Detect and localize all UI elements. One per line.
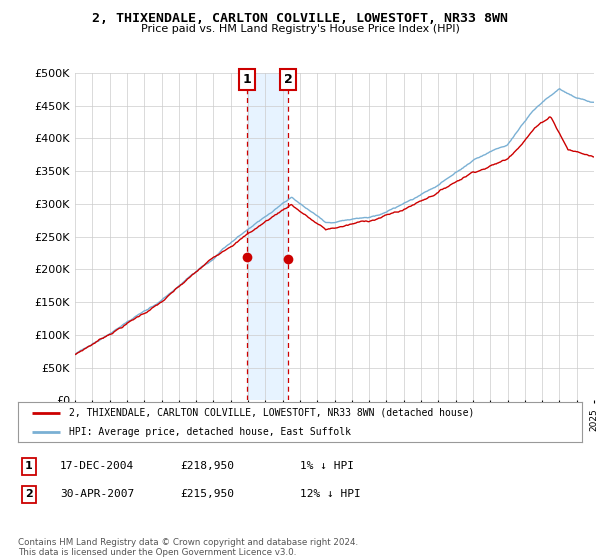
Text: Contains HM Land Registry data © Crown copyright and database right 2024.
This d: Contains HM Land Registry data © Crown c… [18,538,358,557]
Text: 30-APR-2007: 30-APR-2007 [60,489,134,500]
Text: Price paid vs. HM Land Registry's House Price Index (HPI): Price paid vs. HM Land Registry's House … [140,24,460,34]
Text: 1: 1 [25,461,32,472]
Text: 12% ↓ HPI: 12% ↓ HPI [300,489,361,500]
Text: HPI: Average price, detached house, East Suffolk: HPI: Average price, detached house, East… [69,427,351,437]
Text: 1% ↓ HPI: 1% ↓ HPI [300,461,354,472]
Text: 17-DEC-2004: 17-DEC-2004 [60,461,134,472]
Text: £218,950: £218,950 [180,461,234,472]
Text: 2, THIXENDALE, CARLTON COLVILLE, LOWESTOFT, NR33 8WN (detached house): 2, THIXENDALE, CARLTON COLVILLE, LOWESTO… [69,408,474,418]
Bar [247,73,289,400]
Text: 2: 2 [284,73,293,86]
Text: £215,950: £215,950 [180,489,234,500]
Text: 2, THIXENDALE, CARLTON COLVILLE, LOWESTOFT, NR33 8WN: 2, THIXENDALE, CARLTON COLVILLE, LOWESTO… [92,12,508,25]
Text: 1: 1 [243,73,251,86]
Text: 2: 2 [25,489,32,500]
